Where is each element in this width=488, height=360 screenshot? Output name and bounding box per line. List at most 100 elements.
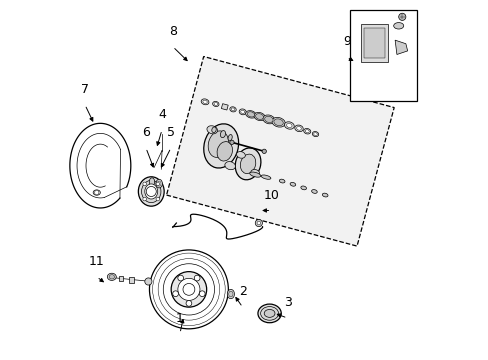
Ellipse shape <box>208 131 228 157</box>
Circle shape <box>94 190 99 195</box>
Circle shape <box>229 140 234 144</box>
Ellipse shape <box>211 127 216 132</box>
Ellipse shape <box>286 123 291 127</box>
Ellipse shape <box>300 186 306 190</box>
Ellipse shape <box>235 148 261 180</box>
Text: 11: 11 <box>89 255 104 268</box>
Ellipse shape <box>142 180 161 203</box>
Polygon shape <box>166 57 393 246</box>
Text: 1: 1 <box>176 311 183 324</box>
Circle shape <box>257 221 260 225</box>
Text: 8: 8 <box>168 24 177 38</box>
Ellipse shape <box>294 125 303 132</box>
Circle shape <box>163 264 214 315</box>
Ellipse shape <box>239 109 246 115</box>
Ellipse shape <box>279 179 285 183</box>
Ellipse shape <box>264 310 274 318</box>
Ellipse shape <box>144 184 158 199</box>
Circle shape <box>171 272 206 307</box>
Ellipse shape <box>245 111 256 118</box>
Ellipse shape <box>214 103 217 105</box>
Ellipse shape <box>258 304 281 323</box>
Ellipse shape <box>296 126 301 130</box>
Circle shape <box>262 149 266 153</box>
Ellipse shape <box>264 116 272 122</box>
Ellipse shape <box>201 99 208 105</box>
Text: 9: 9 <box>342 35 350 48</box>
Ellipse shape <box>322 193 327 197</box>
Circle shape <box>149 250 228 329</box>
Circle shape <box>199 291 204 297</box>
Circle shape <box>172 291 178 297</box>
Ellipse shape <box>93 190 100 195</box>
Ellipse shape <box>303 129 310 134</box>
Bar <box>129 277 133 283</box>
Ellipse shape <box>249 172 260 177</box>
Ellipse shape <box>229 107 236 112</box>
Ellipse shape <box>231 108 234 111</box>
Circle shape <box>146 186 156 197</box>
Ellipse shape <box>212 102 219 107</box>
Ellipse shape <box>203 124 238 168</box>
Ellipse shape <box>250 170 259 176</box>
Circle shape <box>178 275 183 281</box>
Text: 4: 4 <box>158 108 165 121</box>
Text: 2: 2 <box>238 285 246 298</box>
Ellipse shape <box>305 130 308 133</box>
Ellipse shape <box>109 275 114 279</box>
Ellipse shape <box>217 141 232 161</box>
Ellipse shape <box>224 162 235 170</box>
Ellipse shape <box>271 117 285 127</box>
Ellipse shape <box>311 190 317 193</box>
Ellipse shape <box>289 183 295 186</box>
Ellipse shape <box>261 175 270 179</box>
Circle shape <box>142 182 146 186</box>
Ellipse shape <box>138 177 164 206</box>
Circle shape <box>156 182 159 186</box>
Ellipse shape <box>313 133 317 135</box>
Ellipse shape <box>260 307 278 320</box>
Bar <box>349 10 416 101</box>
Text: 7: 7 <box>81 83 89 96</box>
Circle shape <box>142 197 146 201</box>
Circle shape <box>183 283 194 295</box>
Circle shape <box>156 197 159 201</box>
Ellipse shape <box>227 135 232 141</box>
Ellipse shape <box>228 291 233 297</box>
Ellipse shape <box>393 23 403 29</box>
Ellipse shape <box>149 178 154 186</box>
Text: 10: 10 <box>263 189 279 202</box>
Ellipse shape <box>236 152 245 158</box>
Circle shape <box>178 278 200 301</box>
Text: 6: 6 <box>142 126 149 139</box>
Ellipse shape <box>263 115 274 124</box>
Circle shape <box>194 275 200 281</box>
Ellipse shape <box>284 122 294 129</box>
Circle shape <box>255 220 262 226</box>
Ellipse shape <box>206 126 217 134</box>
Polygon shape <box>221 104 228 110</box>
Ellipse shape <box>240 110 244 113</box>
Circle shape <box>398 13 405 21</box>
Polygon shape <box>394 40 407 54</box>
Ellipse shape <box>253 112 264 121</box>
Ellipse shape <box>255 114 263 120</box>
Ellipse shape <box>157 181 161 186</box>
Text: 5: 5 <box>166 126 175 139</box>
Ellipse shape <box>273 119 283 126</box>
Ellipse shape <box>312 131 318 137</box>
Circle shape <box>144 278 152 285</box>
Ellipse shape <box>247 112 254 117</box>
Circle shape <box>152 253 225 326</box>
Text: 3: 3 <box>283 296 291 309</box>
Ellipse shape <box>203 100 207 103</box>
Circle shape <box>185 301 191 306</box>
Circle shape <box>158 258 219 320</box>
Bar <box>363 28 384 58</box>
Ellipse shape <box>227 289 234 299</box>
Bar <box>119 276 122 282</box>
Ellipse shape <box>156 179 162 188</box>
Ellipse shape <box>240 154 255 174</box>
Ellipse shape <box>220 131 225 138</box>
Bar <box>360 24 387 62</box>
